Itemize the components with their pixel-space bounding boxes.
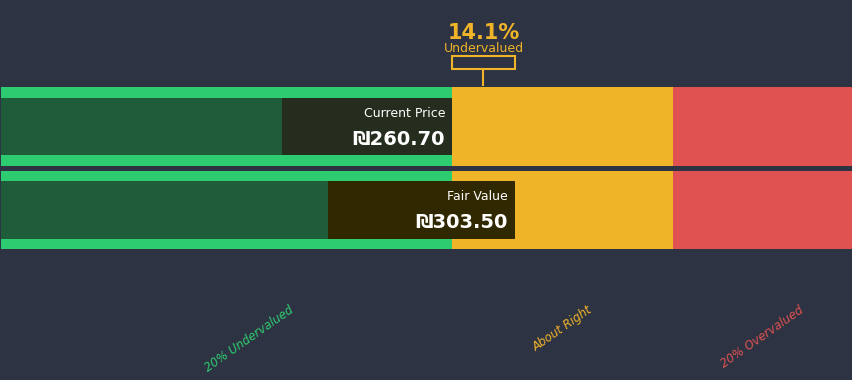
Text: ₪260.70: ₪260.70 xyxy=(352,130,445,149)
Bar xyxy=(2,239,452,249)
Bar xyxy=(672,181,850,239)
Bar xyxy=(452,155,672,166)
Bar xyxy=(2,87,452,98)
Bar xyxy=(672,87,850,98)
Text: 20% Undervalued: 20% Undervalued xyxy=(202,304,296,375)
Text: Fair Value: Fair Value xyxy=(446,190,508,203)
Bar xyxy=(452,181,672,239)
Bar xyxy=(2,181,452,239)
Bar xyxy=(452,171,672,181)
Text: 14.1%: 14.1% xyxy=(446,23,519,43)
Bar xyxy=(672,171,850,181)
Bar xyxy=(452,56,515,69)
Bar xyxy=(452,239,672,249)
Bar xyxy=(2,171,452,181)
Bar xyxy=(672,239,850,249)
Bar xyxy=(452,87,672,98)
Text: 20% Overvalued: 20% Overvalued xyxy=(717,304,805,370)
Bar xyxy=(2,155,452,166)
Bar xyxy=(452,98,672,155)
Bar xyxy=(327,181,515,239)
Bar xyxy=(672,98,850,155)
Text: About Right: About Right xyxy=(530,304,594,354)
Text: Current Price: Current Price xyxy=(363,107,445,120)
Text: Undervalued: Undervalued xyxy=(443,42,523,55)
Text: ₪303.50: ₪303.50 xyxy=(415,214,508,233)
Bar xyxy=(2,98,452,155)
Bar xyxy=(672,155,850,166)
Bar xyxy=(282,98,452,155)
